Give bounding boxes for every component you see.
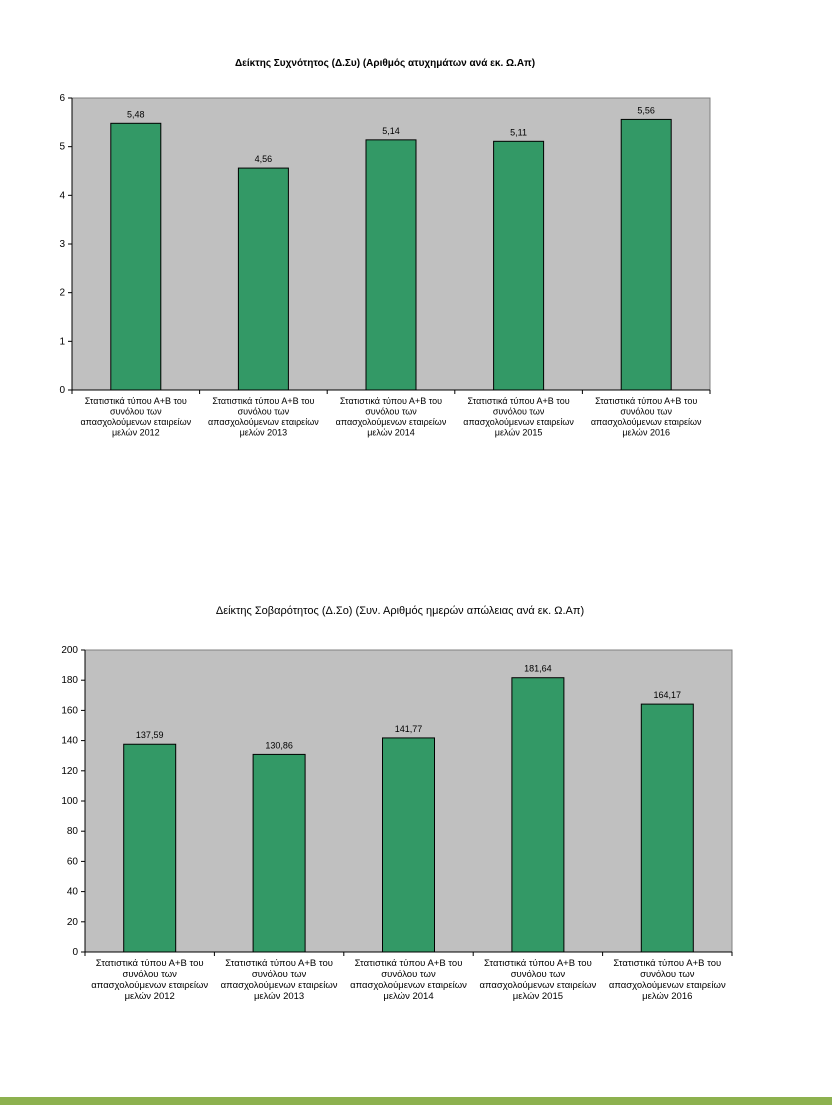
c2-category-label-2: Στατιστικά τύπου Α+Β του συνόλου των απασχ… — [350, 958, 467, 1002]
chart-1-title: Δείκτης Συχνότητος (Δ.Συ) (Αριθμός ατυχη… — [234, 58, 536, 69]
c2-y-tick-label: 200 — [61, 645, 78, 656]
c2-y-tick-label: 100 — [61, 796, 78, 807]
c2-value-label-4: 164,17 — [654, 690, 682, 700]
c2-y-tick-label: 180 — [61, 675, 78, 686]
c2-bar-0 — [123, 743, 177, 953]
c1-category-label-0: Στατιστικά τύπου Α+Β του συνόλου των απασχ… — [80, 396, 191, 438]
c2-value-label-2: 141,77 — [395, 724, 423, 734]
c1-category-label-2: Στατιστικά τύπου Α+Β του συνόλου των απασχ… — [336, 396, 447, 438]
c2-bar-4 — [640, 703, 694, 953]
c2-value-label-3: 181,64 — [524, 664, 552, 674]
c1-bar-2 — [365, 139, 417, 391]
c1-bar-1 — [237, 167, 289, 391]
c1-bar-3 — [493, 140, 545, 391]
frequency-index-chart: 0 1 2 3 4 5 6 5,48 Στατιστικά τύπου Α+Β του συνόλ… — [59, 93, 711, 438]
c2-category-label-4: Στατιστικά τύπου Α+Β του συνόλου των απασχ… — [609, 958, 726, 1002]
c1-value-label-2: 5,14 — [382, 126, 400, 136]
c2-y-tick-label: 0 — [72, 947, 78, 958]
c2-y-tick-label: 160 — [61, 705, 78, 716]
c2-bar-2 — [382, 737, 435, 953]
c1-y-tick-label: 5 — [59, 142, 65, 153]
c1-y-tick-label: 1 — [59, 336, 65, 347]
c2-value-label-0: 137,59 — [136, 730, 164, 740]
c1-category-label-1: Στατιστικά τύπου Α+Β του συνόλου των απασχ… — [208, 396, 319, 438]
c1-y-tick-label: 2 — [59, 288, 65, 299]
c1-y-tick-label: 6 — [59, 93, 65, 104]
c2-y-tick-label: 120 — [61, 766, 78, 777]
c1-value-label-0: 5,48 — [127, 109, 145, 119]
c2-category-label-1: Στατιστικά τύπου Α+Β του συνόλου των απασχ… — [221, 958, 338, 1002]
c1-value-label-4: 5,56 — [637, 105, 655, 115]
c1-category-label-3: Στατιστικά τύπου Α+Β του συνόλου των απασχ… — [463, 396, 574, 438]
c1-y-tick-label: 0 — [59, 385, 65, 396]
c1-y-tick-label: 3 — [59, 239, 65, 250]
c2-category-label-0: Στατιστικά τύπου Α+Β του συνόλου των απασχ… — [91, 958, 208, 1002]
c1-category-label-4: Στατιστικά τύπου Α+Β του συνόλου των απασχ… — [591, 396, 702, 438]
c2-y-tick-label: 140 — [61, 736, 78, 747]
c2-y-tick-label: 40 — [67, 887, 79, 898]
severity-index-chart: 0 20 40 60 80 100 120 140 160 180 200 137,59 Στατιστ… — [61, 645, 733, 1002]
c2-category-label-3: Στατιστικά τύπου Α+Β του συνόλου των απασχ… — [479, 958, 596, 1002]
c2-y-tick-label: 80 — [67, 826, 79, 837]
c2-y-tick-label: 20 — [67, 917, 79, 928]
chart-2-title: Δείκτης Σοβαρότητος (Δ.Σο) (Συν. Αριθμός… — [215, 605, 585, 617]
c2-bar-3 — [511, 677, 565, 953]
footer-stripe — [0, 1097, 832, 1105]
c1-y-tick-label: 4 — [59, 190, 65, 201]
c2-value-label-1: 130,86 — [265, 740, 293, 750]
c1-value-label-3: 5,11 — [510, 127, 527, 137]
c2-bar-1 — [252, 753, 306, 953]
c2-y-tick-label: 60 — [67, 856, 79, 867]
c1-bar-4 — [620, 118, 672, 391]
c1-bar-0 — [110, 122, 162, 391]
c1-value-label-1: 4,56 — [255, 154, 273, 164]
